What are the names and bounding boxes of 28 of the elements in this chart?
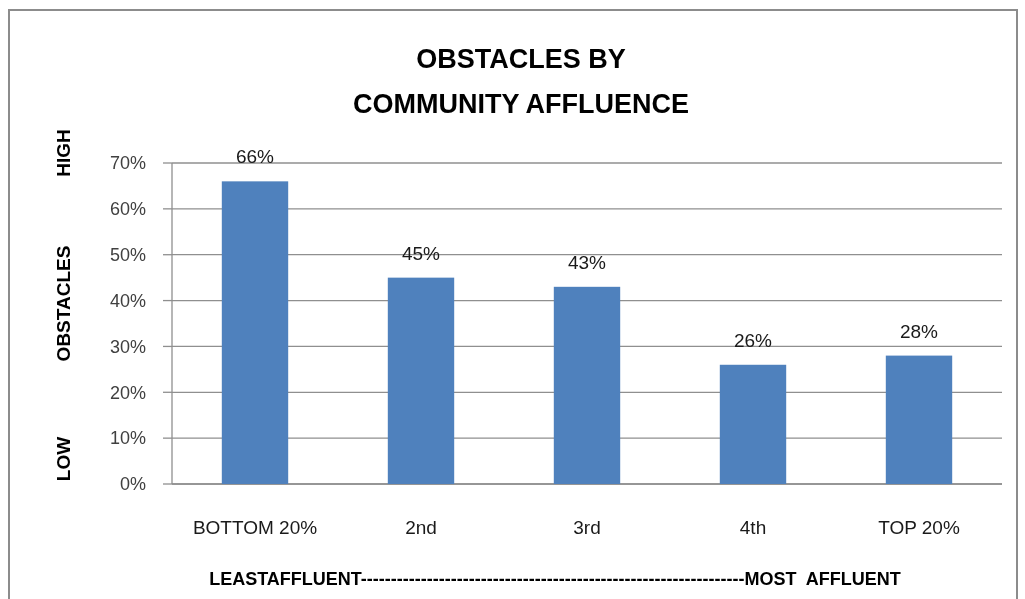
data-label: 26% xyxy=(733,329,773,351)
bar xyxy=(885,355,953,484)
y-tick-label: 0% xyxy=(119,474,146,495)
data-label: 66% xyxy=(235,146,275,168)
y-tick-label: 50% xyxy=(109,245,146,266)
x-tick-label: BOTTOM 20% xyxy=(192,517,318,538)
x-tick-label: TOP 20% xyxy=(878,517,960,538)
data-label: 45% xyxy=(401,242,441,264)
y-axis-title: OBSTACLES xyxy=(52,245,74,362)
y-tick-label: 20% xyxy=(109,382,146,403)
y-tick-label: 40% xyxy=(109,290,146,311)
data-label: 43% xyxy=(567,251,607,273)
bar xyxy=(553,286,621,484)
y-tick-label: 60% xyxy=(109,199,146,220)
bar xyxy=(221,181,289,484)
y-tick-label: 30% xyxy=(109,336,146,357)
data-label: 28% xyxy=(899,320,939,342)
y-tick-label: 10% xyxy=(109,428,146,449)
bar xyxy=(387,277,455,484)
x-tick-label: 2nd xyxy=(405,517,437,538)
x-axis-title: LEASTAFFLUENT----------------------------------------------------------------MOST AFFLUENT xyxy=(209,569,901,589)
text: LOW xyxy=(52,436,74,482)
bar xyxy=(719,364,787,484)
x-tick-label: 4th xyxy=(739,517,767,538)
chart-title: OBSTACLES BY COMMUNITY AFFLUENCE xyxy=(353,44,689,119)
x-tick-label: 3rd xyxy=(573,517,601,538)
y-tick-label: 70% xyxy=(109,153,146,174)
text: HIGH xyxy=(52,129,74,177)
